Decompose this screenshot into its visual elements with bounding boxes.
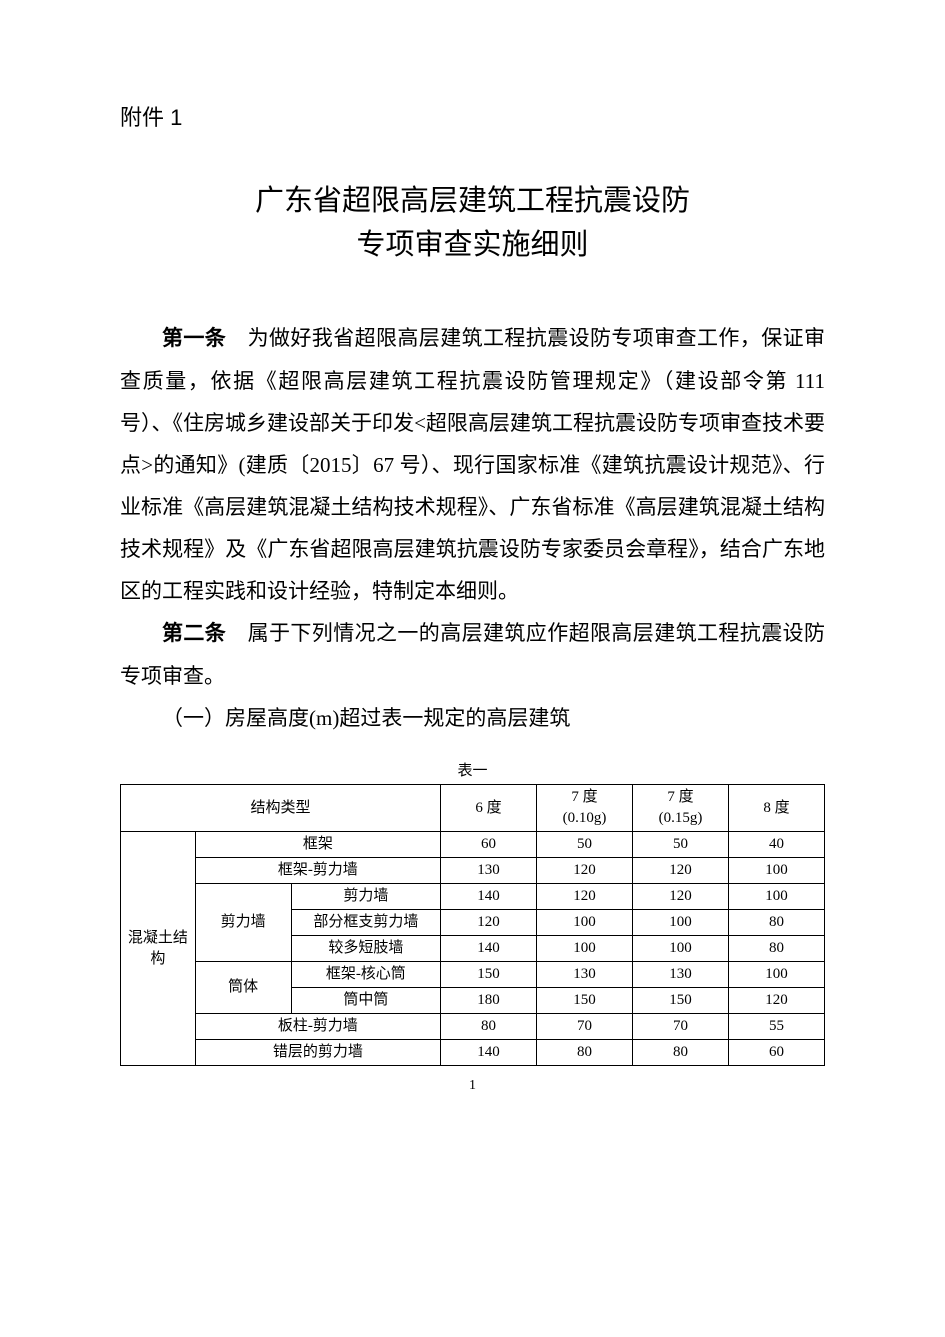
article-2-paragraph: 第二条 属于下列情况之一的高层建筑应作超限高层建筑工程抗震设防专项审查。 [120, 612, 825, 697]
cell-val: 120 [632, 858, 728, 884]
cell-val: 100 [728, 962, 824, 988]
table-row: 错层的剪力墙 140 80 80 60 [121, 1040, 825, 1066]
cell-sub: 错层的剪力墙 [195, 1040, 440, 1066]
table-row: 混凝土结构 框架 60 50 50 40 [121, 832, 825, 858]
cell-val: 180 [440, 988, 536, 1014]
header-7du-015g: 7 度 (0.15g) [632, 785, 728, 832]
article-2-text: 属于下列情况之一的高层建筑应作超限高层建筑工程抗震设防专项审查。 [120, 621, 825, 688]
page-number: 1 [120, 1078, 825, 1094]
cell-val: 100 [632, 936, 728, 962]
header-7du-b-sub: (0.15g) [659, 810, 703, 826]
cell-val: 140 [440, 1040, 536, 1066]
header-7du-a-sub: (0.10g) [563, 810, 607, 826]
table-row: 框架-剪力墙 130 120 120 100 [121, 858, 825, 884]
cell-sub1: 筒体 [195, 962, 291, 1014]
cell-sub2: 较多短肢墙 [291, 936, 440, 962]
article-1-text: 为做好我省超限高层建筑工程抗震设防专项审查工作，保证审查质量，依据《超限高层建筑… [120, 326, 825, 603]
cell-val: 60 [728, 1040, 824, 1066]
table-row: 板柱-剪力墙 80 70 70 55 [121, 1014, 825, 1040]
cell-val: 120 [632, 884, 728, 910]
cell-val: 100 [536, 936, 632, 962]
cell-val: 120 [440, 910, 536, 936]
article-2-label: 第二条 [162, 622, 226, 645]
header-8du: 8 度 [728, 785, 824, 832]
cell-val: 120 [728, 988, 824, 1014]
cell-val: 80 [536, 1040, 632, 1066]
cell-sub1: 剪力墙 [195, 884, 291, 962]
cell-val: 100 [536, 910, 632, 936]
cell-val: 140 [440, 936, 536, 962]
structure-table: 结构类型 6 度 7 度 (0.10g) 7 度 (0.15g) 8 度 混凝土… [120, 784, 825, 1066]
group-label: 混凝土结构 [121, 832, 196, 1066]
cell-sub2: 筒中筒 [291, 988, 440, 1014]
cell-val: 130 [440, 858, 536, 884]
cell-val: 55 [728, 1014, 824, 1040]
cell-val: 120 [536, 858, 632, 884]
header-7du-b: 7 度 [667, 789, 693, 805]
table-row: 筒体 框架-核心筒 150 130 130 100 [121, 962, 825, 988]
cell-sub: 框架 [195, 832, 440, 858]
cell-val: 80 [728, 910, 824, 936]
cell-val: 100 [728, 858, 824, 884]
cell-sub2: 框架-核心筒 [291, 962, 440, 988]
cell-sub: 框架-剪力墙 [195, 858, 440, 884]
cell-val: 100 [632, 910, 728, 936]
header-6du: 6 度 [440, 785, 536, 832]
title-line-2: 专项审查实施细则 [120, 224, 825, 268]
table-caption: 表一 [120, 759, 825, 780]
cell-val: 120 [536, 884, 632, 910]
cell-val: 80 [728, 936, 824, 962]
cell-val: 80 [632, 1040, 728, 1066]
subitem-1: （一）房屋高度(m)超过表一规定的高层建筑 [120, 697, 825, 739]
article-1-label: 第一条 [162, 327, 226, 350]
attachment-label: 附件 1 [120, 100, 825, 132]
cell-val: 70 [536, 1014, 632, 1040]
header-7du-a: 7 度 [571, 789, 597, 805]
cell-val: 130 [632, 962, 728, 988]
title-line-1: 广东省超限高层建筑工程抗震设防 [120, 180, 825, 224]
cell-sub2: 部分框支剪力墙 [291, 910, 440, 936]
cell-val: 40 [728, 832, 824, 858]
cell-val: 100 [728, 884, 824, 910]
cell-val: 80 [440, 1014, 536, 1040]
cell-val: 70 [632, 1014, 728, 1040]
article-1-paragraph: 第一条 为做好我省超限高层建筑工程抗震设防专项审查工作，保证审查质量，依据《超限… [120, 317, 825, 612]
cell-val: 150 [632, 988, 728, 1014]
header-7du-010g: 7 度 (0.10g) [536, 785, 632, 832]
cell-val: 150 [536, 988, 632, 1014]
table-header-row: 结构类型 6 度 7 度 (0.10g) 7 度 (0.15g) 8 度 [121, 785, 825, 832]
table-row: 剪力墙 剪力墙 140 120 120 100 [121, 884, 825, 910]
cell-val: 50 [536, 832, 632, 858]
cell-val: 60 [440, 832, 536, 858]
cell-val: 50 [632, 832, 728, 858]
cell-val: 150 [440, 962, 536, 988]
document-body: 第一条 为做好我省超限高层建筑工程抗震设防专项审查工作，保证审查质量，依据《超限… [120, 317, 825, 739]
cell-val: 130 [536, 962, 632, 988]
cell-sub: 板柱-剪力墙 [195, 1014, 440, 1040]
cell-val: 140 [440, 884, 536, 910]
cell-sub2: 剪力墙 [291, 884, 440, 910]
document-title: 广东省超限高层建筑工程抗震设防 专项审查实施细则 [120, 180, 825, 267]
header-structure-type: 结构类型 [121, 785, 441, 832]
